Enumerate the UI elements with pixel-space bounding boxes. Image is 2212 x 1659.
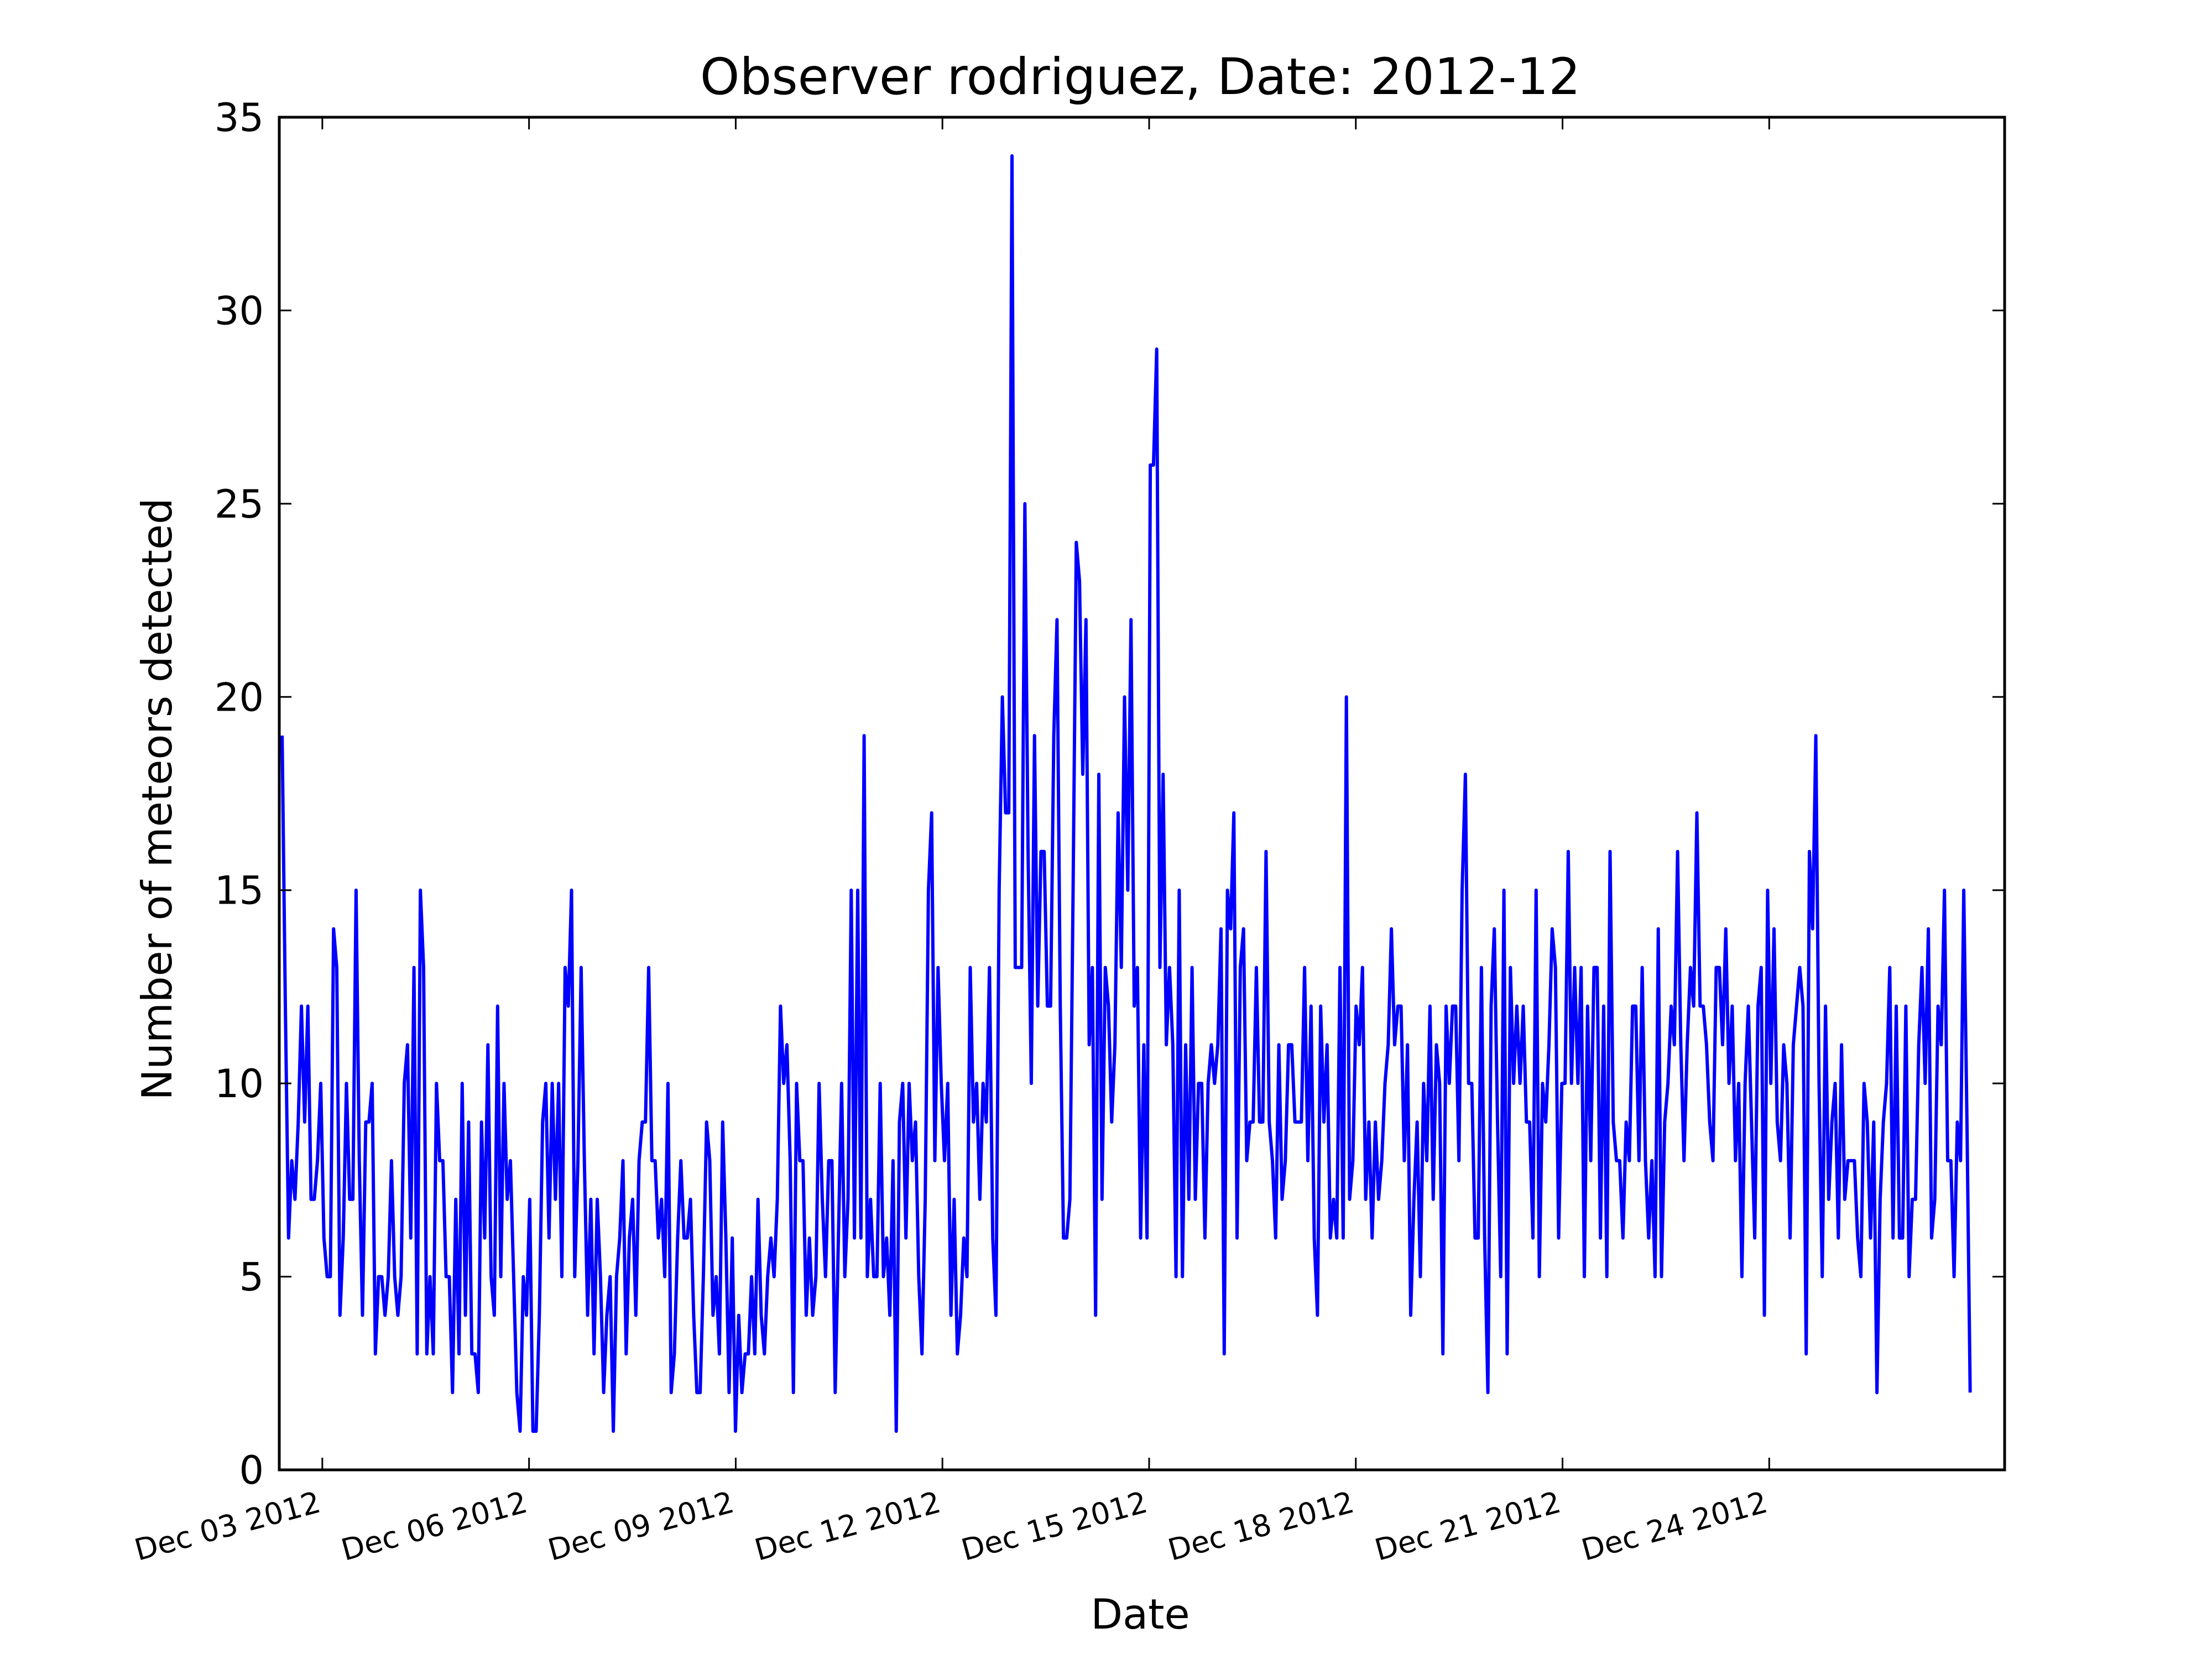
chart-title: Observer rodriguez, Date: 2012-12 [700, 48, 1580, 106]
x-axis-label: Date [1091, 1590, 1190, 1639]
y-tick-label-10: 10 [215, 1061, 264, 1107]
data-series-line-0 [280, 154, 1972, 1433]
y-tick-label-5: 5 [239, 1255, 264, 1300]
y-tick-label-0: 0 [239, 1448, 264, 1493]
y-tick-label-25: 25 [215, 482, 264, 527]
y-tick-label-30: 30 [215, 288, 264, 333]
y-tick-label-15: 15 [215, 868, 264, 914]
plot-frame [278, 116, 2006, 1472]
y-tick-label-35: 35 [215, 95, 264, 140]
y-axis-label: Number of meteors detected [133, 498, 181, 1100]
y-tick-label-20: 20 [215, 675, 264, 720]
